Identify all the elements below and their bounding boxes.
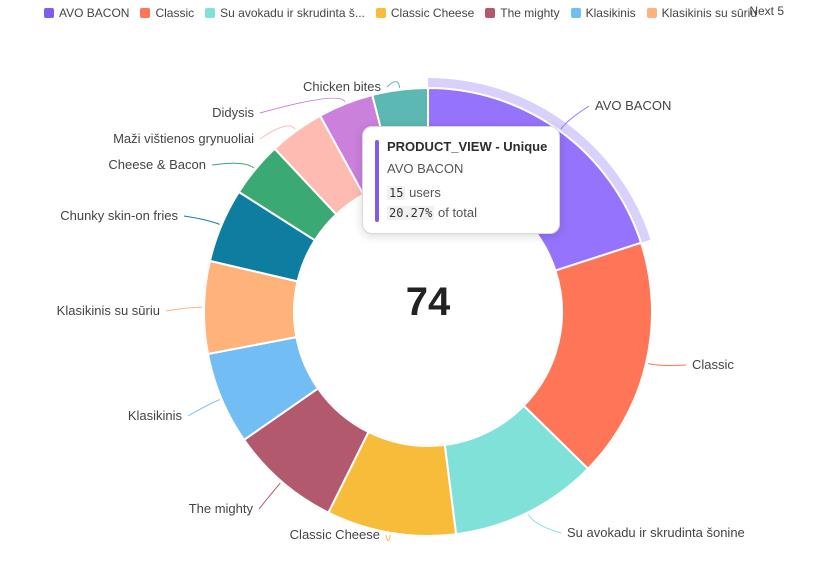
legend-label: Su avokadu ir skrudinta š... xyxy=(220,6,365,20)
tooltip: PRODUCT_VIEW - Unique AVO BACON 15 users… xyxy=(362,126,560,234)
slice-label-klasikinis-su-s-riu: Klasikinis su sūriu xyxy=(57,303,160,318)
slice-label-klasikinis: Klasikinis xyxy=(128,408,183,423)
legend-item-klasikinis-su-suriu[interactable]: Klasikinis su sūriu xyxy=(646,6,758,20)
legend-item-classic[interactable]: Classic xyxy=(140,6,194,20)
legend-swatch xyxy=(646,8,657,18)
slice-label-cheese-bacon: Cheese & Bacon xyxy=(108,157,206,172)
leader-line-klasikinis xyxy=(187,399,220,417)
leader-line-chunky-skin-on-fries xyxy=(183,215,220,225)
legend-label: Klasikinis su sūriu xyxy=(661,6,758,20)
leader-line-classic xyxy=(647,363,687,366)
legend-swatch xyxy=(205,8,216,18)
legend-next-button[interactable]: Next 5 xyxy=(749,4,784,18)
leader-line-cheese-bacon xyxy=(211,162,255,169)
legend-item-classic-cheese[interactable]: Classic Cheese xyxy=(375,6,475,20)
slice-label-su-avokadu-ir-skrudinta-onine: Su avokadu ir skrudinta šonine xyxy=(567,525,745,540)
legend-swatch xyxy=(375,8,386,18)
legend: AVO BACON Classic Su avokadu ir skrudint… xyxy=(44,4,816,22)
legend-swatch xyxy=(570,8,581,18)
legend-item-su-avokadu[interactable]: Su avokadu ir skrudinta š... xyxy=(205,6,365,20)
slice-label-classic: Classic xyxy=(692,357,734,372)
legend-item-the-mighty[interactable]: The mighty xyxy=(485,6,560,20)
slice-label-classic-cheese: Classic Cheese xyxy=(290,527,380,542)
slice-label-chunky-skin-on-fries: Chunky skin-on fries xyxy=(60,208,178,223)
legend-label: AVO BACON xyxy=(59,6,130,20)
slice-label-didysis: Didysis xyxy=(212,105,254,120)
legend-label: The mighty xyxy=(500,6,560,20)
tooltip-percent-row: 20.27% of total xyxy=(387,205,477,220)
legend-item-klasikinis[interactable]: Klasikinis xyxy=(570,6,636,20)
slice-label-the-mighty: The mighty xyxy=(189,501,254,516)
tooltip-percent-unit: of total xyxy=(437,205,478,220)
slice-highlight-ring xyxy=(428,78,651,244)
leader-line-klasikinis-su-s-riu xyxy=(165,306,203,312)
slice-label-avo-bacon: AVO BACON xyxy=(595,98,671,113)
tooltip-count: 15 xyxy=(387,186,406,200)
tooltip-percent: 20.27% xyxy=(387,206,435,220)
leader-line-chicken-bites xyxy=(386,81,401,88)
tooltip-title: PRODUCT_VIEW - Unique xyxy=(387,139,548,154)
tooltip-count-unit: users xyxy=(409,185,441,200)
center-total: 74 xyxy=(405,280,451,324)
legend-label: Classic xyxy=(155,6,195,20)
legend-label: Classic Cheese xyxy=(390,6,475,20)
legend-label: Klasikinis xyxy=(585,6,636,20)
legend-swatch xyxy=(44,8,54,18)
leader-line-ma-i-vi-tienos-grynuoliai xyxy=(259,125,296,140)
leader-line-didysis xyxy=(259,97,346,114)
legend-item-avo-bacon[interactable]: AVO BACON xyxy=(44,6,129,20)
slice-label-ma-i-vi-tienos-grynuoliai: Maži vištienos grynuoliai xyxy=(113,131,254,146)
slice-label-chicken-bites: Chicken bites xyxy=(303,79,382,94)
tooltip-series: AVO BACON xyxy=(387,161,464,176)
leader-line-avo-bacon xyxy=(560,105,590,130)
leader-line-su-avokadu-ir-skrudinta-onine xyxy=(528,514,562,534)
leader-line-classic-cheese xyxy=(385,534,391,542)
legend-swatch xyxy=(485,8,496,18)
leader-line-the-mighty xyxy=(258,482,281,510)
legend-swatch xyxy=(140,8,151,18)
tooltip-accent-bar xyxy=(375,140,379,222)
tooltip-count-row: 15 users xyxy=(387,185,441,200)
